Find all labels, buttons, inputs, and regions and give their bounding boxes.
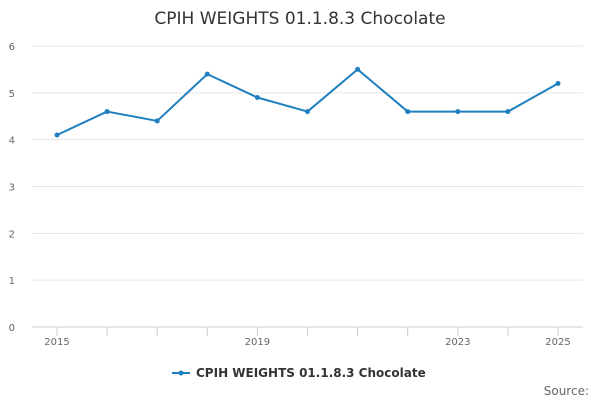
y-tick-label: 2: [9, 229, 15, 240]
chart-title: CPIH WEIGHTS 01.1.8.3 Chocolate: [154, 9, 445, 29]
data-point: [455, 109, 461, 115]
y-tick-label: 0: [9, 323, 15, 334]
grid: [32, 45, 583, 328]
legend[interactable]: CPIH WEIGHTS 01.1.8.3 Chocolate: [172, 366, 426, 380]
data-point: [405, 109, 411, 115]
x-tick-label: 2019: [245, 337, 270, 348]
y-tick-label: 5: [9, 89, 15, 100]
data-point: [555, 80, 561, 86]
y-tick-label: 6: [9, 42, 15, 53]
data-point: [54, 132, 60, 138]
x-tick-label: 2023: [445, 337, 470, 348]
source-label[interactable]: Source:: [544, 384, 589, 398]
data-point: [505, 109, 511, 115]
legend-marker: [178, 370, 184, 376]
legend-label: CPIH WEIGHTS 01.1.8.3 Chocolate: [196, 366, 426, 380]
x-tick-label: 2025: [545, 337, 570, 348]
data-point: [355, 66, 361, 72]
series-line: [56, 68, 559, 136]
y-tick-label: 1: [9, 276, 15, 287]
data-point: [204, 71, 210, 77]
y-tick-label: 3: [9, 183, 15, 194]
y-axis: 0 1 2 3 4 5 6: [9, 42, 15, 334]
data-point: [254, 95, 260, 101]
series-layer: [54, 66, 561, 138]
data-point: [104, 109, 110, 115]
y-tick-label: 4: [9, 136, 15, 147]
x-axis: 2015 2019 2023 2025: [44, 327, 571, 348]
data-point: [305, 109, 310, 115]
data-point: [154, 118, 160, 124]
x-tick-label: 2015: [44, 337, 69, 348]
